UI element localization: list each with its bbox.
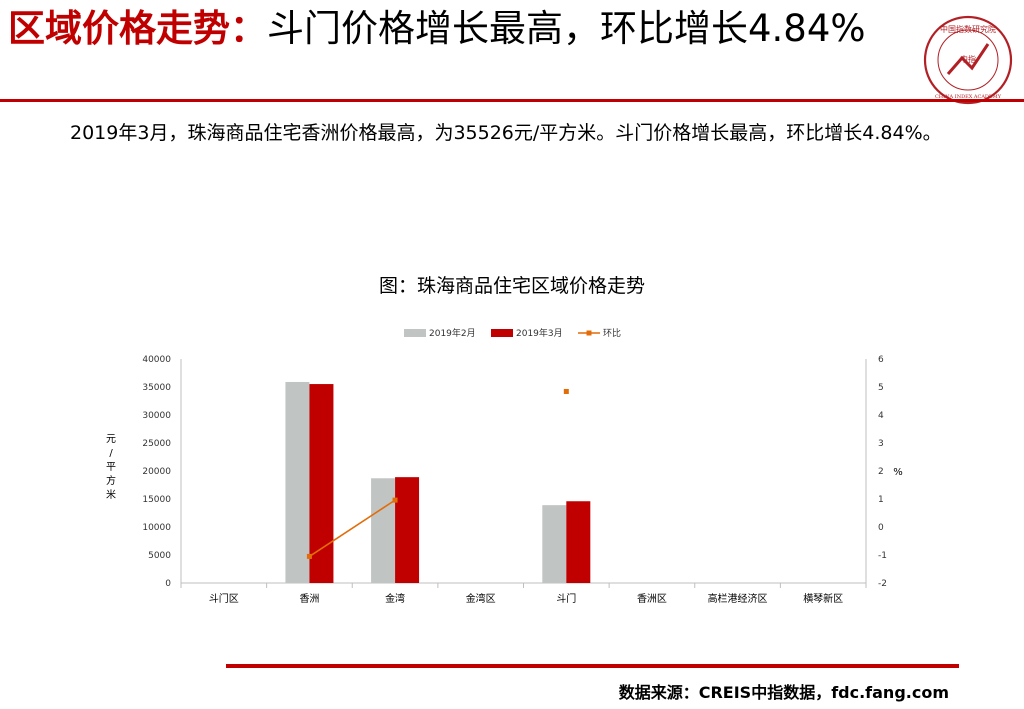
mom-point [306, 553, 312, 559]
bar-mar [395, 477, 420, 583]
legend-label: 2019年2月 [429, 327, 476, 339]
logo-text-en: CHINA INDEX ACADEMY [935, 94, 1002, 100]
y-tick-label: 35000 [142, 383, 171, 393]
x-tick-label: 斗门 [556, 592, 576, 605]
bar-feb [285, 381, 310, 583]
bar-feb [371, 478, 396, 583]
y-tick-label: 15000 [142, 495, 171, 505]
y-axis-label-char: 方 [106, 474, 116, 487]
bar-mar [566, 501, 591, 583]
y2-tick-label: 0 [878, 523, 884, 533]
y2-tick-label: -2 [878, 579, 887, 589]
mom-point [563, 388, 569, 394]
mom-line-segment [308, 499, 396, 558]
y-axis-label-char: 元 [106, 434, 116, 445]
bar-feb [542, 505, 567, 583]
y2-tick-label: 6 [878, 355, 884, 365]
y-tick-label: 5000 [148, 551, 171, 561]
x-tick-label: 斗门区 [209, 592, 239, 605]
mom-point [392, 497, 398, 503]
y-tick-label: 20000 [142, 467, 171, 477]
y-axis-label-char: / [109, 448, 113, 459]
page-title-rest: 斗门价格增长最高，环比增长4.84% [267, 7, 866, 50]
y2-tick-label: 4 [878, 411, 884, 421]
data-source-text: 数据来源：CREIS中指数据，fdc.fang.com [618, 683, 949, 702]
y-axis-label-char: 平 [106, 462, 116, 473]
legend-swatch [404, 329, 426, 337]
legend-label: 2019年3月 [516, 327, 563, 339]
title-underline [0, 99, 1024, 102]
y2-tick-label: 2 [878, 467, 884, 477]
y2-tick-label: 3 [878, 439, 884, 449]
y-axis-label-char: 米 [106, 488, 116, 501]
legend-swatch [491, 329, 513, 337]
y-tick-label: 30000 [142, 411, 171, 421]
y-tick-label: 10000 [142, 523, 171, 533]
y2-tick-label: -1 [878, 551, 887, 561]
y2-axis-label: % [893, 467, 903, 478]
page-title: 区域价格走势：斗门价格增长最高，环比增长4.84% [8, 6, 918, 52]
x-tick-label: 香洲区 [637, 593, 667, 605]
legend-swatch-marker [586, 330, 592, 336]
footer-divider [226, 664, 959, 668]
x-tick-label: 香洲 [299, 593, 319, 605]
bar-mar [309, 384, 334, 583]
logo-text-cn: 中国指数研究院 [940, 24, 996, 34]
description-text: 2019年3月，珠海商品住宅香洲价格最高，为35526元/平方米。斗门价格增长最… [70, 122, 942, 144]
page-title-highlight: 区域价格走势： [8, 7, 267, 50]
logo-center-text: 中指 [960, 54, 976, 64]
y2-tick-label: 1 [878, 495, 884, 505]
legend-label: 环比 [603, 327, 621, 339]
china-index-academy-logo: 中国指数研究院 中指 CHINA INDEX ACADEMY [923, 15, 1013, 105]
x-tick-label: 金湾区 [466, 592, 496, 605]
x-tick-label: 横琴新区 [803, 592, 843, 605]
y-tick-label: 25000 [142, 439, 171, 449]
y2-tick-label: 5 [878, 383, 884, 393]
y-tick-label: 0 [165, 579, 171, 589]
chart-title: 图：珠海商品住宅区域价格走势 [378, 275, 645, 297]
x-tick-label: 高栏港经济区 [708, 592, 768, 605]
y-tick-label: 40000 [142, 355, 171, 365]
x-tick-label: 金湾 [385, 592, 405, 605]
